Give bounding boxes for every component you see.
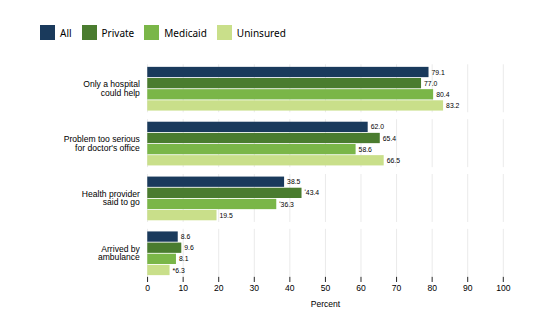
svg-text:8.6: 8.6: [181, 233, 191, 240]
svg-text:8.1: 8.1: [179, 255, 189, 262]
svg-text:50: 50: [321, 283, 331, 293]
svg-text:60: 60: [356, 283, 366, 293]
svg-text:79.1: 79.1: [432, 69, 446, 76]
svg-text:Arrived byambulance: Arrived byambulance: [98, 244, 141, 263]
svg-text:65.4: 65.4: [383, 135, 397, 142]
svg-text:Percent: Percent: [311, 299, 341, 309]
svg-text:70: 70: [392, 283, 402, 293]
svg-text:*6.3: *6.3: [173, 267, 185, 274]
svg-text:9.6: 9.6: [184, 244, 194, 251]
svg-text:0: 0: [145, 283, 150, 293]
svg-text:10: 10: [178, 283, 188, 293]
svg-text:100: 100: [496, 283, 511, 293]
svg-text:19.5: 19.5: [220, 212, 234, 219]
svg-text:77.0: 77.0: [424, 80, 438, 87]
svg-text:80: 80: [427, 283, 437, 293]
svg-text:40: 40: [285, 283, 295, 293]
svg-text:ʹ43.4: ʹ43.4: [305, 189, 320, 196]
svg-text:58.6: 58.6: [359, 146, 373, 153]
svg-text:20: 20: [214, 283, 224, 293]
html-text:Private: Private: [101, 25, 135, 40]
svg-text:90: 90: [463, 283, 473, 293]
svg-text:83.2: 83.2: [446, 102, 460, 109]
html-text:All: All: [60, 25, 72, 40]
svg-text:Only a hospitalcould help: Only a hospitalcould help: [83, 79, 140, 98]
html-text:Uninsured: Uninsured: [236, 25, 286, 40]
svg-text:30: 30: [250, 283, 260, 293]
svg-text:Health providersaid to go: Health providersaid to go: [82, 189, 140, 208]
svg-text:66.5: 66.5: [387, 157, 401, 164]
svg-text:ʹ36.3: ʹ36.3: [279, 201, 294, 208]
html-text:Medicaid: Medicaid: [164, 25, 207, 40]
svg-text:62.0: 62.0: [371, 123, 385, 130]
svg-text:Problem too seriousfor doctor': Problem too seriousfor doctor's office: [64, 134, 140, 153]
svg-text:80.4: 80.4: [436, 91, 450, 98]
svg-text:38.5: 38.5: [287, 178, 301, 185]
